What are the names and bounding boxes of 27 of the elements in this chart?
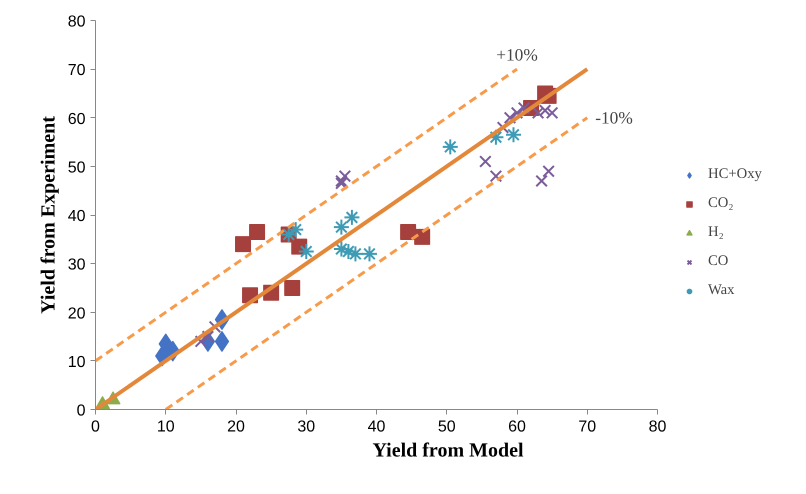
y-tick-label: 20 bbox=[68, 305, 86, 322]
x-tick-label: 80 bbox=[648, 418, 666, 436]
legend-label: Wax bbox=[708, 282, 734, 299]
y-tick-label: 0 bbox=[76, 402, 86, 420]
x-axis-title: Yield from Model bbox=[372, 440, 524, 462]
x-tick-label: 70 bbox=[578, 418, 596, 436]
x-tick-label: 30 bbox=[297, 418, 316, 436]
legend-label: HC+Oxy bbox=[708, 166, 762, 183]
y-tick-label: 60 bbox=[68, 110, 86, 128]
legend-label: H₂ bbox=[708, 224, 725, 241]
y-tick-label: 10 bbox=[68, 354, 86, 371]
y-tick-label: 70 bbox=[68, 62, 86, 80]
y-tick-label: 80 bbox=[68, 14, 86, 30]
annotation: -10% bbox=[595, 108, 633, 128]
x-tick-label: 40 bbox=[368, 418, 386, 436]
y-tick-label: 40 bbox=[68, 208, 86, 225]
y-tick-label: 50 bbox=[68, 159, 86, 176]
x-tick-label: 60 bbox=[508, 418, 526, 436]
y-tick-label: 30 bbox=[68, 256, 86, 274]
y-axis-title: Yield from Experiment bbox=[38, 116, 60, 314]
x-tick-label: 20 bbox=[227, 418, 245, 436]
x-tick-label: 10 bbox=[156, 418, 175, 436]
x-tick-label: 50 bbox=[438, 418, 456, 436]
legend-label: CO₂ bbox=[708, 195, 734, 212]
legend-label: CO bbox=[708, 253, 728, 270]
annotation: +10% bbox=[496, 46, 538, 65]
x-tick-label: 0 bbox=[91, 418, 100, 436]
